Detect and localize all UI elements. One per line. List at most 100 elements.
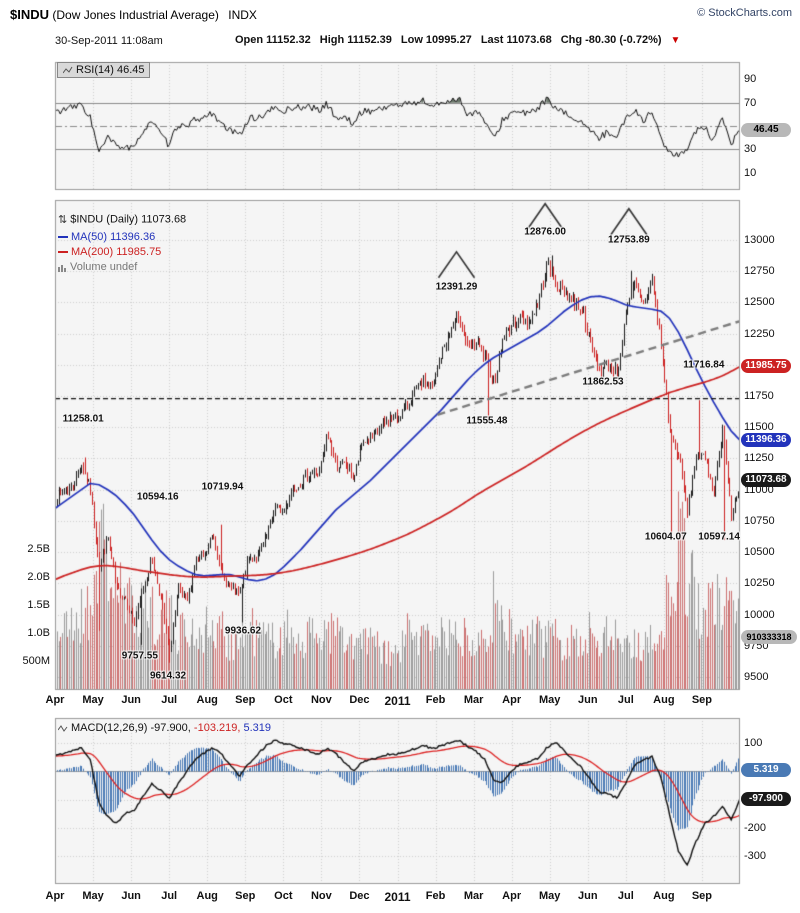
rsi-axis-label: 10 [744, 166, 757, 179]
price-annotation: 9614.32 [149, 670, 187, 682]
price-annotation: 9936.62 [224, 625, 262, 637]
month-label: Jun [577, 694, 598, 706]
month-label-macd: Aug [653, 890, 675, 902]
month-label-macd: Apr [502, 890, 522, 902]
macd-hist-badge: 5.319 [741, 763, 791, 777]
month-label-macd: Sep [235, 890, 256, 902]
ma200-legend: MA(200) 11985.75 [58, 246, 161, 258]
month-label: Mar [463, 694, 484, 706]
rsi-axis-label: 90 [744, 73, 757, 86]
volume-axis-label: 2.0B [27, 571, 50, 583]
macd-axis-label: -200 [744, 821, 767, 834]
macd-value: -97.900, [150, 722, 191, 734]
macd-axis-label: -300 [744, 849, 767, 862]
price-axis-label: 12500 [744, 296, 775, 309]
ohlc-row: Open 11152.32 High 11152.39 Low 10995.27 Last 1… [235, 34, 680, 46]
symbol: $INDU [10, 7, 50, 22]
month-label: Dec [349, 694, 370, 706]
month-label-macd: 2011 [384, 890, 411, 904]
price-axis-label: 12250 [744, 327, 775, 340]
macd-axis-label: 100 [744, 737, 763, 750]
volume-axis-label: 2.5B [27, 543, 50, 555]
macd-signal-value: -103.219, [193, 722, 241, 734]
month-label: 2011 [384, 694, 411, 708]
month-label-macd: Nov [310, 890, 332, 902]
rsi-legend-label: RSI(14) 46.45 [76, 64, 145, 76]
month-label: Aug [653, 694, 675, 706]
ma200-value-badge: 11985.75 [741, 359, 791, 373]
month-label: Jul [617, 694, 634, 706]
month-label: Feb [425, 694, 446, 706]
month-label-macd: Oct [274, 890, 293, 902]
ma50-legend-label: MA(50) 11396.36 [71, 231, 156, 243]
price-axis-label: 9500 [744, 671, 769, 683]
month-label: Jul [161, 694, 178, 706]
month-label: Aug [196, 694, 218, 706]
open-label: Open [235, 34, 264, 46]
price-annotation: 10604.07 [644, 531, 687, 543]
volume-legend: Volume undef [58, 261, 137, 273]
month-label: Apr [502, 694, 522, 706]
ma50-legend: MA(50) 11396.36 [58, 231, 155, 243]
month-label-macd: May [539, 890, 561, 902]
symbol-description: (Dow Jones Industrial Average) [52, 8, 219, 22]
volume-axis-label: 1.0B [27, 627, 50, 639]
month-label-macd: Jul [617, 890, 634, 902]
month-label-macd: Jul [161, 890, 178, 902]
updown-arrows-icon: ⇅ [58, 214, 68, 226]
price-annotation: 10594.16 [136, 491, 179, 503]
month-label-macd: Apr [45, 890, 65, 902]
month-label: May [82, 694, 104, 706]
month-label: Oct [274, 694, 293, 706]
price-annotation: 12753.89 [608, 234, 650, 246]
rsi-axis-label: 70 [744, 96, 757, 109]
last-label: Last [480, 34, 504, 46]
ma200-line-icon [58, 251, 68, 254]
price-annotation: 11258.01 [62, 413, 104, 425]
rsi-legend: RSI(14) 46.45 [57, 62, 151, 78]
price-axis-label: 12750 [744, 265, 775, 278]
month-label-macd: Dec [349, 890, 370, 902]
volume-bars-icon [58, 264, 66, 272]
price-annotation: 9757.55 [121, 650, 158, 662]
price-annotation: 11555.48 [466, 415, 508, 427]
price-annotation: 12876.00 [524, 226, 566, 238]
rsi-value-badge: 46.45 [741, 123, 791, 137]
price-annotation: 12391.29 [435, 281, 478, 293]
month-label: Jun [121, 694, 141, 706]
high-value: 11152.39 [347, 34, 392, 46]
month-label: Apr [45, 694, 65, 706]
month-label-macd: May [82, 890, 104, 902]
price-legend-label: $INDU (Daily) 11073.68 [70, 213, 187, 226]
price-annotation: 11862.53 [582, 376, 624, 388]
volume-axis-label: 1.5B [27, 599, 50, 611]
month-label: Sep [235, 694, 256, 706]
change-down-triangle-icon: ▼ [670, 35, 681, 46]
exchange: INDX [228, 8, 257, 22]
copyright: © StockCharts.com [697, 7, 792, 19]
volume-legend-label: Volume undef [70, 261, 138, 273]
month-label: Sep [691, 694, 713, 706]
volume-axis-label: 500M [22, 655, 50, 667]
ma50-line-icon [58, 236, 68, 239]
price-axis-label: 11500 [744, 421, 774, 434]
month-label-macd: Sep [691, 890, 713, 902]
low-value: 10995.27 [425, 34, 472, 46]
price-axis-label: 10250 [744, 577, 775, 590]
chart-header: $INDU (Dow Jones Industrial Average) IND… [10, 7, 257, 22]
macd-value-badge: -97.900 [741, 792, 791, 806]
last-price-badge: 11073.68 [741, 473, 791, 487]
month-label: May [539, 694, 561, 706]
price-axis-label: 11750 [744, 390, 774, 403]
macd-legend: MACD(12,26,9) -97.900, -103.219, 5.319 [58, 722, 271, 734]
month-label: Nov [310, 694, 332, 706]
month-label-macd: Jun [577, 890, 598, 902]
volume-value-badge: 910333318 [741, 630, 797, 644]
open-value: 11152.32 [266, 34, 311, 46]
low-label: Low [400, 34, 423, 46]
price-axis-label: 10750 [744, 514, 775, 527]
ma200-legend-label: MA(200) 11985.75 [71, 246, 162, 258]
month-label-macd: Mar [463, 890, 484, 902]
price-annotation: 11716.84 [683, 359, 725, 371]
